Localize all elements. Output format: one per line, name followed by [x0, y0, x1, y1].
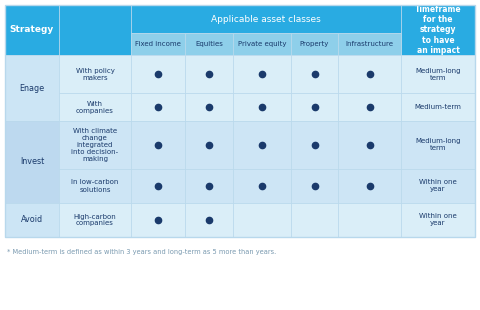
- Bar: [59, 203, 131, 237]
- Bar: [5, 5, 475, 237]
- Text: Within one
year: Within one year: [419, 179, 457, 193]
- Bar: [291, 33, 338, 55]
- Bar: [59, 93, 131, 121]
- Bar: [401, 203, 475, 237]
- Bar: [5, 55, 59, 121]
- Bar: [338, 169, 401, 203]
- Text: Avoid: Avoid: [21, 215, 43, 224]
- Bar: [131, 55, 185, 93]
- Text: High-carbon
companies: High-carbon companies: [73, 214, 116, 227]
- Bar: [131, 93, 185, 121]
- Bar: [233, 203, 291, 237]
- Text: Infrastructure: Infrastructure: [346, 41, 394, 47]
- Text: Medium-long
term: Medium-long term: [415, 68, 461, 81]
- Text: With policy
makers: With policy makers: [75, 68, 114, 81]
- Text: With
companies: With companies: [76, 100, 114, 113]
- Bar: [59, 5, 131, 55]
- Text: * Medium-term is defined as within 3 years and long-term as 5 more than years.: * Medium-term is defined as within 3 yea…: [7, 249, 276, 255]
- Bar: [401, 5, 475, 55]
- Text: Private equity: Private equity: [238, 41, 286, 47]
- Bar: [233, 55, 291, 93]
- Bar: [185, 169, 233, 203]
- Text: Timeframe
for the
strategy
to have
an impact: Timeframe for the strategy to have an im…: [415, 5, 461, 55]
- Bar: [185, 203, 233, 237]
- Bar: [59, 169, 131, 203]
- Bar: [185, 55, 233, 93]
- Text: Fixed income: Fixed income: [135, 41, 181, 47]
- Bar: [338, 93, 401, 121]
- Text: Medium-term: Medium-term: [415, 104, 461, 110]
- Text: Property: Property: [300, 41, 329, 47]
- Text: Applicable asset classes: Applicable asset classes: [211, 15, 321, 24]
- Bar: [338, 121, 401, 169]
- Bar: [5, 121, 59, 203]
- Bar: [5, 203, 59, 237]
- Bar: [185, 93, 233, 121]
- Text: Equities: Equities: [195, 41, 223, 47]
- Text: Strategy: Strategy: [10, 25, 54, 34]
- Text: Medium-long
term: Medium-long term: [415, 139, 461, 152]
- Text: With climate
change
integrated
into decision-
making: With climate change integrated into deci…: [72, 128, 119, 162]
- Bar: [291, 93, 338, 121]
- Bar: [233, 33, 291, 55]
- Bar: [291, 169, 338, 203]
- Bar: [338, 55, 401, 93]
- Text: Invest: Invest: [20, 157, 44, 166]
- Bar: [401, 121, 475, 169]
- Bar: [59, 55, 131, 93]
- Bar: [131, 121, 185, 169]
- Bar: [338, 203, 401, 237]
- Text: Enage: Enage: [19, 83, 45, 92]
- Bar: [131, 203, 185, 237]
- Bar: [131, 33, 185, 55]
- Bar: [338, 33, 401, 55]
- Text: Within one
year: Within one year: [419, 214, 457, 227]
- Bar: [291, 203, 338, 237]
- Bar: [233, 169, 291, 203]
- Text: In low-carbon
solutions: In low-carbon solutions: [72, 179, 119, 193]
- Bar: [185, 33, 233, 55]
- Bar: [233, 93, 291, 121]
- Bar: [59, 121, 131, 169]
- Bar: [291, 121, 338, 169]
- Bar: [291, 55, 338, 93]
- Bar: [131, 169, 185, 203]
- Bar: [233, 121, 291, 169]
- Bar: [401, 93, 475, 121]
- Bar: [5, 5, 59, 55]
- Bar: [131, 5, 401, 33]
- Bar: [401, 55, 475, 93]
- Bar: [401, 169, 475, 203]
- Bar: [185, 121, 233, 169]
